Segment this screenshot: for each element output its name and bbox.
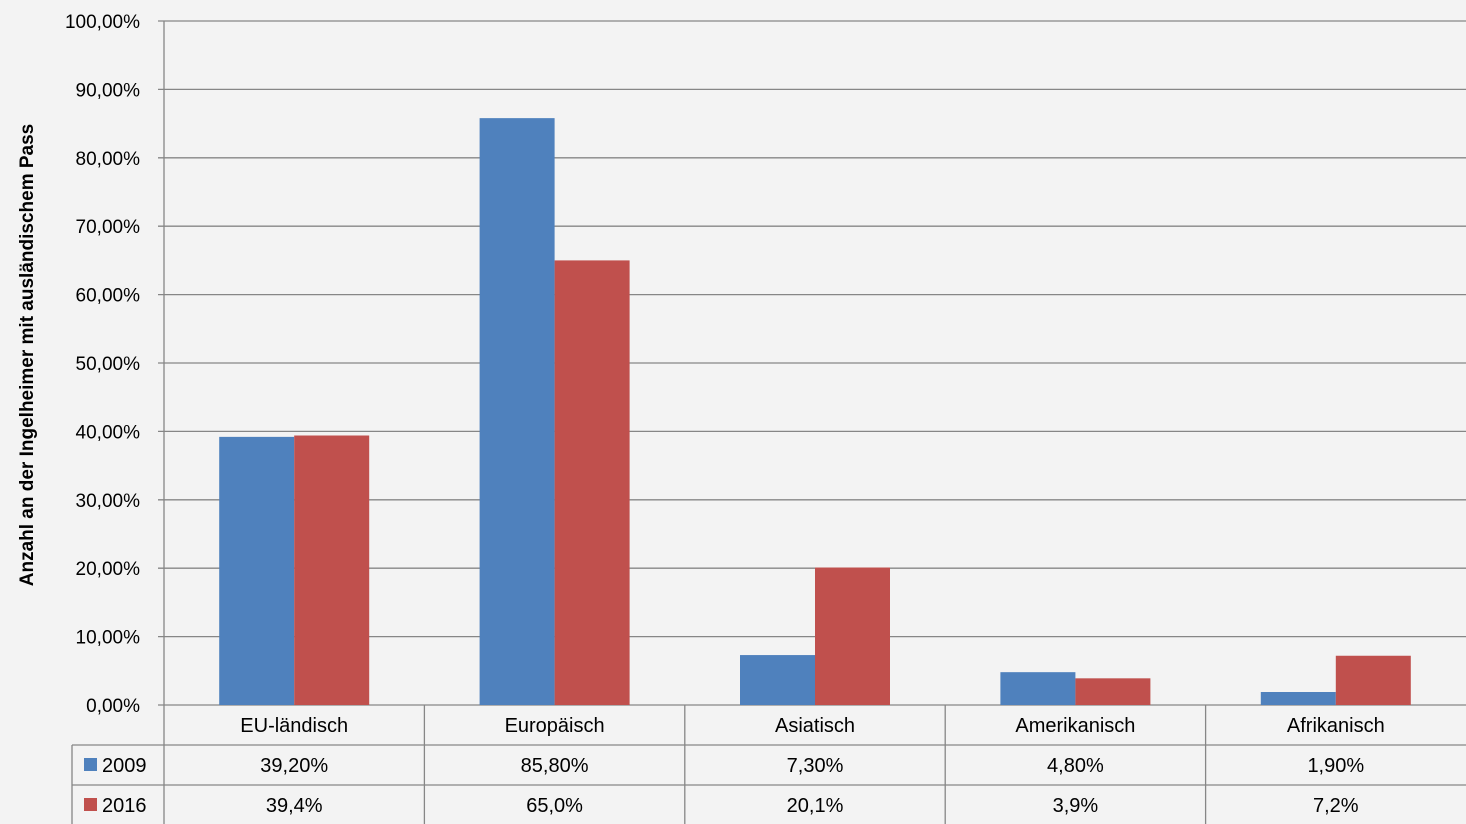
bar-2016-0 xyxy=(294,435,370,705)
category-label: Europäisch xyxy=(505,715,605,737)
bar-2009-0 xyxy=(219,436,295,705)
bar-2016-2 xyxy=(815,567,890,705)
y-tick-label: 10,00% xyxy=(76,628,141,649)
bar-2016-1 xyxy=(554,260,630,705)
legend-key-2016 xyxy=(84,798,97,811)
data-label: 39,20% xyxy=(260,755,328,777)
y-tick-label: 20,00% xyxy=(76,559,141,580)
data-label: 20,1% xyxy=(787,795,844,817)
data-label: 3,9% xyxy=(1053,795,1099,817)
bar-2009-2 xyxy=(740,655,815,705)
y-tick-label: 80,00% xyxy=(76,149,141,170)
y-tick-label: 60,00% xyxy=(76,286,141,307)
data-label: 7,30% xyxy=(787,755,844,777)
legend-label: 2009 xyxy=(102,755,147,777)
bar-2016-4 xyxy=(1335,655,1411,705)
data-label: 85,80% xyxy=(521,755,589,777)
data-label: 7,2% xyxy=(1313,795,1359,817)
bar-2009-3 xyxy=(1000,672,1076,705)
bar-2009-1 xyxy=(479,118,555,706)
y-tick-label: 90,00% xyxy=(76,80,141,101)
y-tick-label: 100,00% xyxy=(65,12,140,33)
category-label: EU-ländisch xyxy=(240,715,348,737)
axes: 0,00% 10,00% 20,00% 30,00% 40,00% 50,00% 60,00… xyxy=(65,12,165,824)
category-label: Asiatisch xyxy=(775,715,855,737)
data-label: 65,0% xyxy=(526,795,583,817)
legend-key-2009 xyxy=(84,758,97,771)
data-label: 4,80% xyxy=(1047,755,1104,777)
y-axis-label: Anzahl an der Ingelheimer mit ausländisc… xyxy=(17,124,38,587)
category-label: Amerikanisch xyxy=(1015,715,1135,737)
data-table: EU-ländisch Europäisch Asiatisch Amerikanis… xyxy=(71,705,1466,824)
y-tick-label: 70,00% xyxy=(76,217,141,238)
y-tick-label: 30,00% xyxy=(76,491,141,512)
data-label: 39,4% xyxy=(266,795,323,817)
y-tick-label: 40,00% xyxy=(76,422,141,443)
y-tick-label: 0,00% xyxy=(86,696,140,717)
bar-2016-3 xyxy=(1075,678,1151,705)
legend-label: 2016 xyxy=(102,795,147,817)
bars xyxy=(219,118,1411,706)
category-label: Afrikanisch xyxy=(1287,715,1385,737)
bar-2009-4 xyxy=(1260,692,1336,705)
gridlines xyxy=(158,20,1466,706)
y-tick-label: 50,00% xyxy=(76,354,141,375)
data-label: 1,90% xyxy=(1307,755,1364,777)
